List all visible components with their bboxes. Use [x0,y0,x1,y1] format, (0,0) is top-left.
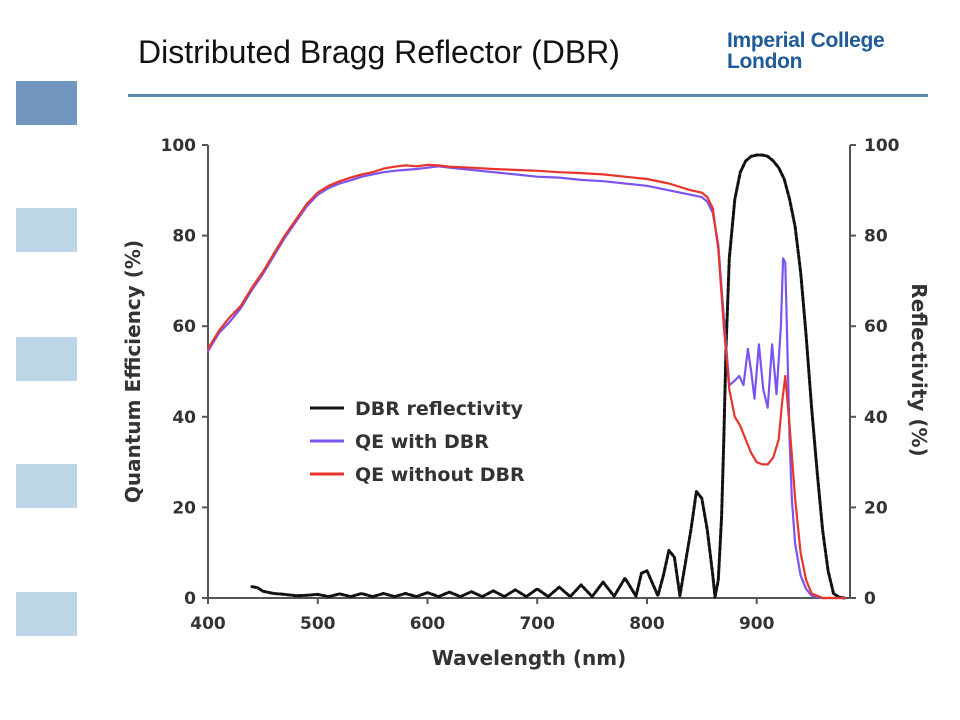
legend-label: DBR reflectivity [355,398,524,420]
x-tick-label: 600 [410,614,446,634]
side-block-4 [16,464,77,508]
y2-tick-label: 20 [864,498,888,518]
side-block-3 [16,337,77,381]
side-block-2 [16,208,77,252]
y-tick-label: 100 [161,136,197,156]
y-tick-label: 0 [184,589,196,609]
y-tick-label: 40 [172,408,196,428]
title-rule [128,94,928,97]
x-tick-label: 800 [629,614,665,634]
x-tick-label: 900 [739,614,775,634]
slide-title: Distributed Bragg Reflector (DBR) [138,34,620,70]
x-tick-label: 400 [190,614,226,634]
y2-tick-label: 40 [864,408,888,428]
legend-label: QE without DBR [355,464,525,486]
y-tick-label: 60 [172,317,196,337]
y2-tick-label: 100 [864,136,900,156]
y-tick-label: 80 [172,227,196,247]
y2-axis-label: Reflectivity (%) [907,283,931,456]
series-line-dbr-reflectivity [250,153,846,600]
legend-label: QE with DBR [355,431,489,453]
logo-line-2: London [727,50,803,73]
x-tick-label: 500 [300,614,336,634]
x-tick-label: 700 [519,614,555,634]
y2-tick-label: 60 [864,317,888,337]
logo-line-1: Imperial College [727,29,885,52]
y-axis-label: Quantum Efficiency (%) [121,240,145,503]
series-line-qe-without-dbr [206,163,846,600]
y2-tick-label: 0 [864,589,876,609]
y2-tick-label: 80 [864,227,888,247]
side-block-1 [16,81,77,125]
x-axis-label: Wavelength (nm) [432,646,627,670]
series-line-qe-with-dbr [206,165,846,600]
side-block-5 [16,592,77,636]
y-tick-label: 20 [172,498,196,518]
imperial-college-logo: Imperial College London [727,29,885,73]
